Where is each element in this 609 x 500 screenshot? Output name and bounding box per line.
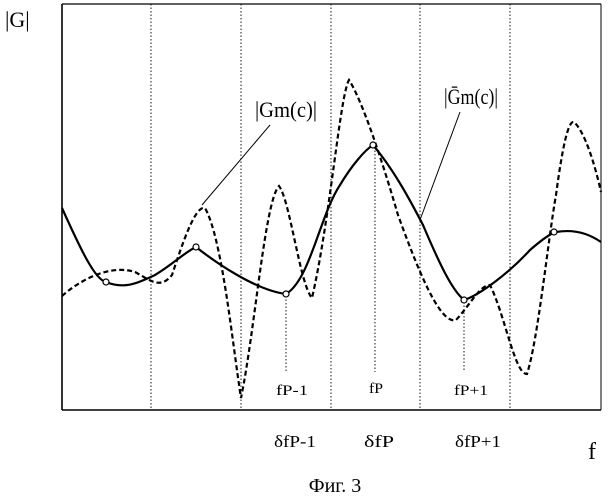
figure-caption: Фиг. 3 bbox=[309, 475, 361, 497]
freq-mark: fP bbox=[369, 381, 383, 397]
band-label: δfP bbox=[364, 432, 394, 451]
x-axis-label: f bbox=[588, 439, 596, 465]
sample-point bbox=[283, 291, 289, 297]
sample-point bbox=[461, 297, 467, 303]
freq-mark: fP-1 bbox=[276, 383, 308, 399]
sample-points bbox=[103, 142, 557, 303]
band-label: δfP+1 bbox=[455, 432, 501, 451]
solid-curve-label: |Ḡm(c)| bbox=[444, 84, 498, 109]
sample-point bbox=[103, 279, 109, 285]
solid-curve-leader bbox=[420, 112, 460, 220]
freq-mark: fP+1 bbox=[454, 383, 488, 399]
band-separators bbox=[151, 4, 510, 410]
sample-point bbox=[370, 142, 376, 148]
sample-point bbox=[193, 244, 199, 250]
y-axis-label: |G| bbox=[5, 7, 30, 32]
dashed-spectrum-curve bbox=[62, 80, 601, 398]
sample-point bbox=[551, 229, 557, 235]
dashed-curve-leader bbox=[202, 125, 270, 205]
dashed-curve-label: |Gm(c)| bbox=[255, 97, 317, 122]
band-label: δfP-1 bbox=[274, 432, 316, 451]
